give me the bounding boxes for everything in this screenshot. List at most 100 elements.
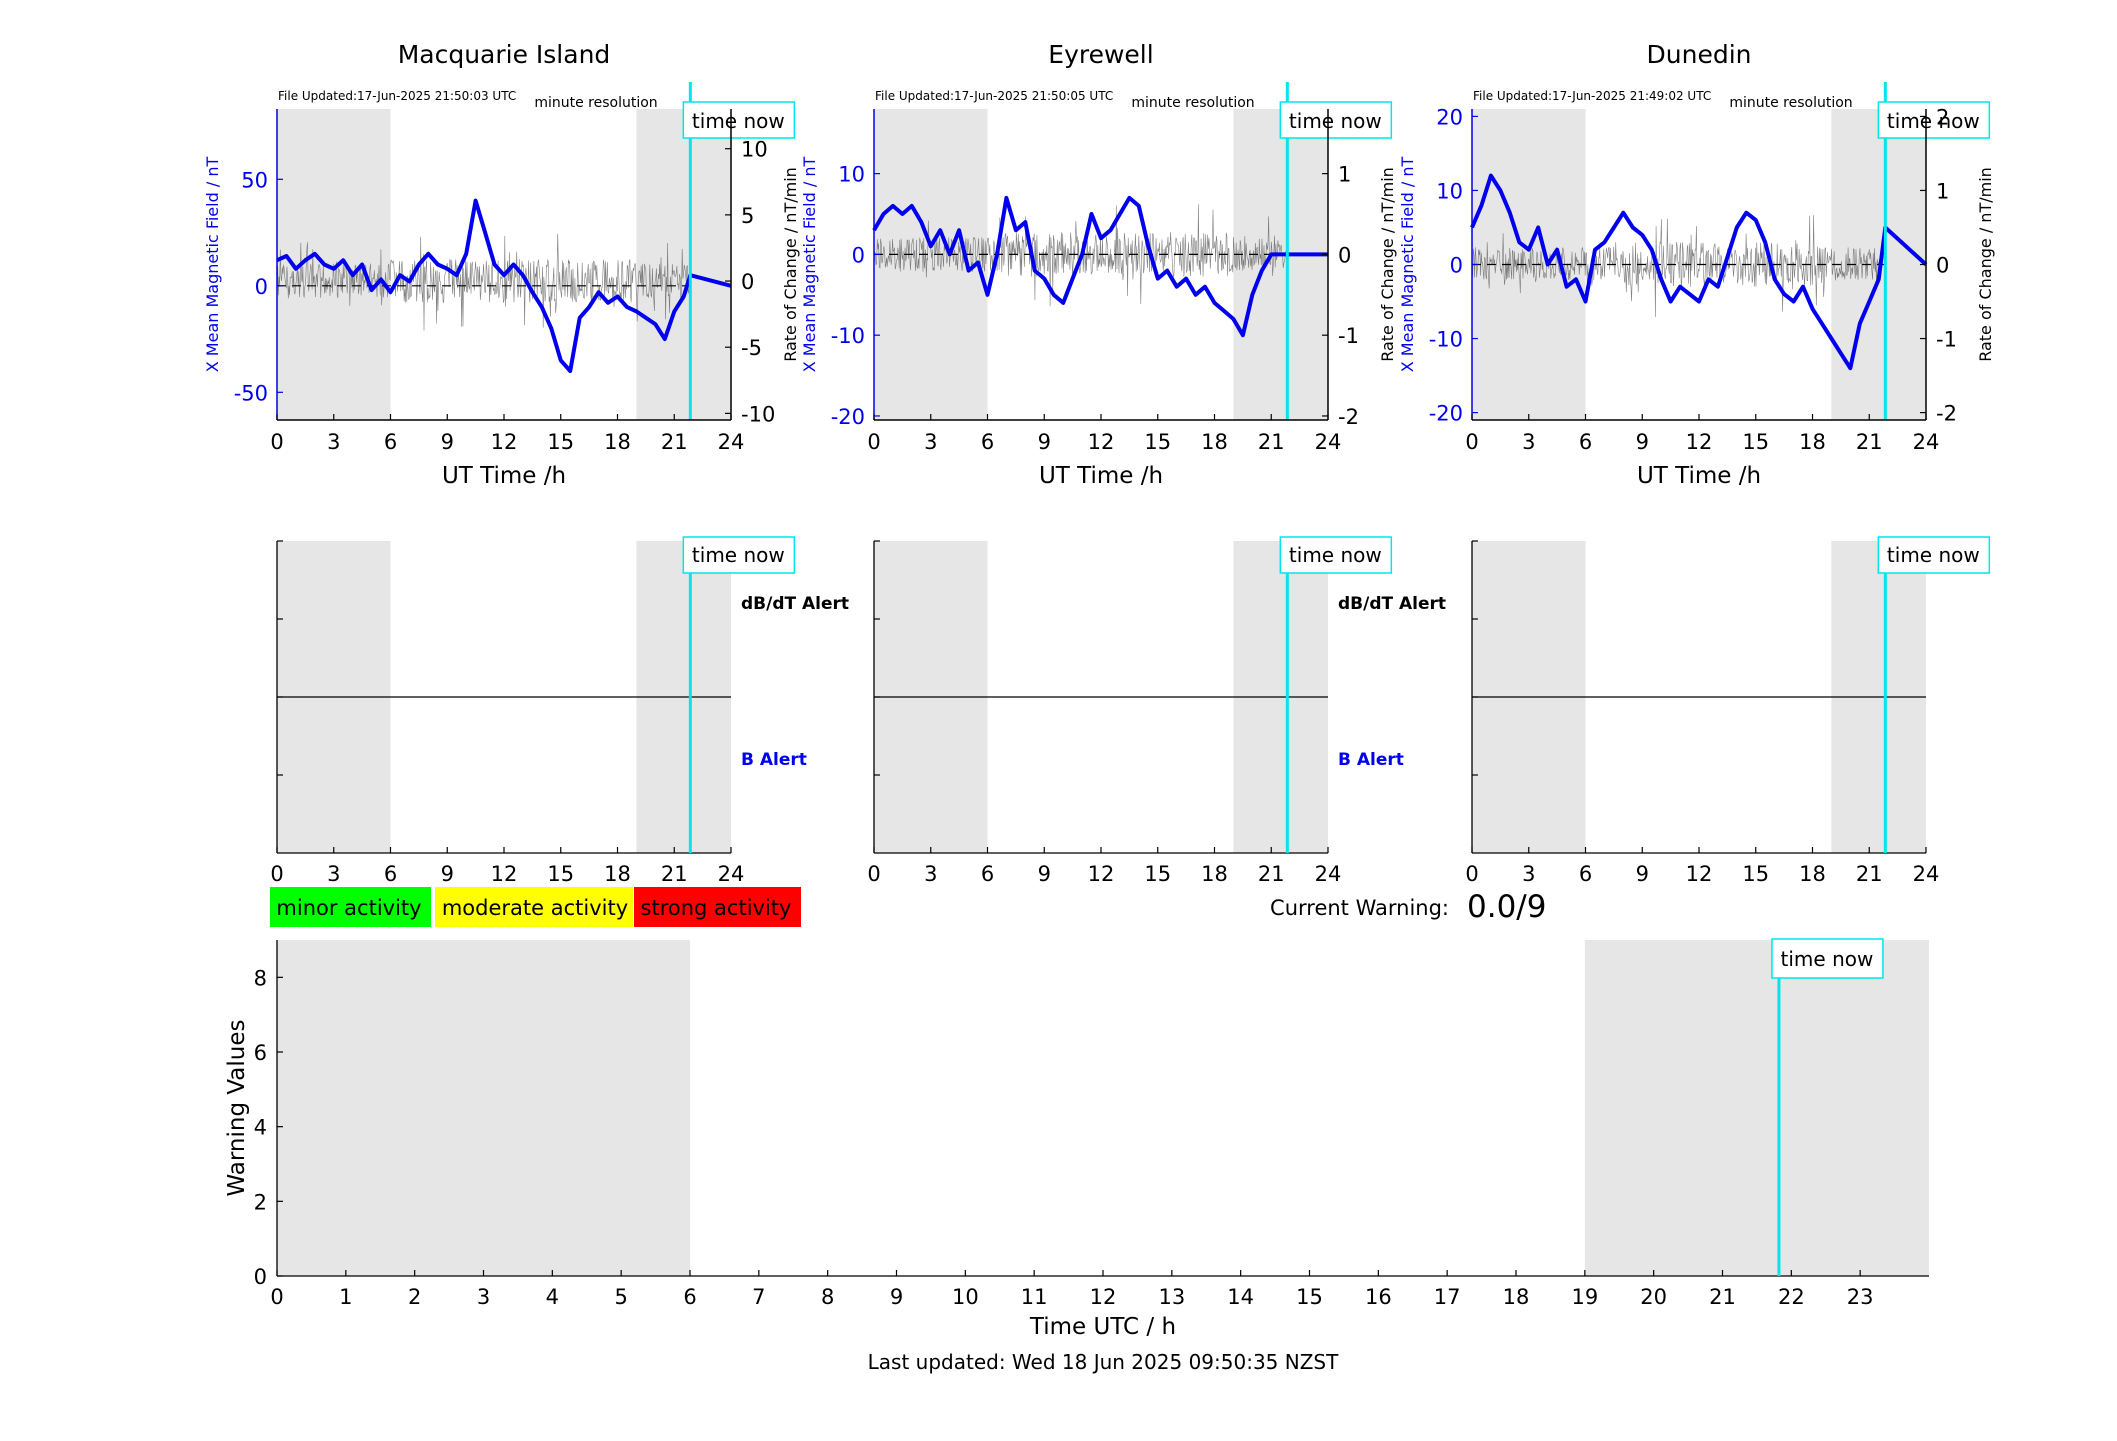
x-tick-label: 18 <box>1799 430 1826 454</box>
x-tick-label: 12 <box>1090 1285 1117 1309</box>
y-tick-label: 6 <box>254 1041 267 1065</box>
y2-tick-label: -1 <box>1936 328 1957 352</box>
night-shade-band <box>277 940 690 1276</box>
minor-activity-label: minor activity <box>276 896 421 920</box>
y-tick-label: 4 <box>254 1116 267 1140</box>
resolution-label: minute resolution <box>1131 95 1254 111</box>
x-tick-label: 5 <box>614 1285 627 1309</box>
minor-activity-swatch <box>270 887 431 927</box>
time-now-label: time now <box>692 109 785 133</box>
y-tick-label: 0 <box>1450 254 1463 278</box>
y-tick-label: -50 <box>234 381 268 405</box>
alert-panel-2: 0 3 6 9 12 15 18 21 24 time now <box>1465 536 1991 886</box>
file-updated-label: File Updated:17-Jun-2025 21:50:05 UTC <box>875 89 1113 103</box>
x-tick-label: 15 <box>1296 1285 1323 1309</box>
x-tick-label: 22 <box>1778 1285 1805 1309</box>
magnetic-field-line <box>276 198 732 373</box>
magnetic-field-line <box>1470 173 1928 371</box>
night-shade-band <box>1233 109 1328 420</box>
x-tick-label: 3 <box>477 1285 490 1309</box>
station-title: Dunedin <box>1647 40 1752 69</box>
file-updated-label: File Updated:17-Jun-2025 21:50:03 UTC <box>278 89 516 103</box>
file-updated-label: File Updated:17-Jun-2025 21:49:02 UTC <box>1473 89 1711 103</box>
y-tick-label: -20 <box>1429 402 1463 426</box>
x-tick-label: 11 <box>1021 1285 1048 1309</box>
time-now-box <box>682 536 796 574</box>
y-tick-label: -10 <box>1429 328 1463 352</box>
x-tick-label: 0 <box>1465 430 1478 454</box>
y2-tick-label: -5 <box>741 336 762 360</box>
x-tick-label: 19 <box>1571 1285 1598 1309</box>
x-tick-label: 21 <box>1258 862 1285 886</box>
x-tick-label: 14 <box>1227 1285 1254 1309</box>
x-tick-label: 21 <box>1856 862 1883 886</box>
x-tick-label: 21 <box>1856 430 1883 454</box>
x-tick-label: 9 <box>441 430 454 454</box>
dbdt-alert-label: dB/dT Alert <box>1338 594 1446 614</box>
x-tick-label: 20 <box>1640 1285 1667 1309</box>
x-tick-label: 21 <box>661 862 688 886</box>
x-tick-label: 21 <box>1709 1285 1736 1309</box>
y-tick-label: 50 <box>241 168 268 192</box>
y-tick-label: 0 <box>255 275 268 299</box>
y-tick-label: 0 <box>254 1265 267 1289</box>
activity-legend: minor activity moderate activity strong ac… <box>270 887 801 927</box>
x-tick-label: 0 <box>867 862 880 886</box>
y-axis-title: Warning Values <box>224 1019 250 1196</box>
station-panel-2: Dunedin File Updated:17-Jun-2025 21:49:02… <box>1398 40 1995 489</box>
y2-tick-label: 5 <box>741 204 754 228</box>
time-now-box <box>682 101 796 139</box>
time-now-label: time now <box>1887 543 1980 567</box>
y2-tick-label: 1 <box>1338 163 1351 187</box>
x-tick-label: 15 <box>1144 430 1171 454</box>
y2-tick-label: -2 <box>1936 402 1957 426</box>
x-tick-label: 0 <box>1465 862 1478 886</box>
right-axis-title: Rate of Change / nT/min <box>1378 167 1397 362</box>
x-tick-label: 24 <box>718 430 745 454</box>
x-tick-label: 6 <box>1579 862 1592 886</box>
x-tick-label: 12 <box>491 862 518 886</box>
x-tick-label: 12 <box>1088 430 1115 454</box>
x-tick-label: 15 <box>1742 862 1769 886</box>
x-tick-label: 24 <box>1315 862 1342 886</box>
last-updated-label: Last updated: Wed 18 Jun 2025 09:50:35 N… <box>868 1350 1339 1374</box>
x-tick-label: 9 <box>1636 430 1649 454</box>
resolution-label: minute resolution <box>1729 95 1852 111</box>
x-tick-label: 21 <box>1258 430 1285 454</box>
station-panel-0: Macquarie Island File Updated:17-Jun-2025… <box>203 40 800 489</box>
time-now-box <box>1877 536 1991 574</box>
strong-activity-swatch <box>634 887 801 927</box>
dbdt-alert-label: dB/dT Alert <box>741 594 849 614</box>
x-tick-label: 1 <box>339 1285 352 1309</box>
x-tick-label: 6 <box>981 862 994 886</box>
x-tick-label: 23 <box>1847 1285 1874 1309</box>
alert-panel-1: 0 3 6 9 12 15 18 21 24 time now dB/dT Alert B Alert <box>867 536 1446 886</box>
y2-tick-label: -10 <box>741 402 775 426</box>
x-tick-label: 18 <box>1201 862 1228 886</box>
y-tick-label: 10 <box>838 163 865 187</box>
y2-tick-label: -1 <box>1338 324 1359 348</box>
y2-tick-label: 2 <box>1936 105 1949 129</box>
y-tick-label: 0 <box>852 243 865 267</box>
station-title: Macquarie Island <box>398 40 611 69</box>
x-tick-label: 0 <box>270 430 283 454</box>
x-tick-label: 6 <box>384 862 397 886</box>
y2-tick-label: 1 <box>1936 179 1949 203</box>
left-axis-title: X Mean Magnetic Field / nT <box>800 157 819 373</box>
x-tick-label: 0 <box>867 430 880 454</box>
x-tick-label: 6 <box>1579 430 1592 454</box>
x-tick-label: 24 <box>718 862 745 886</box>
x-tick-label: 13 <box>1158 1285 1185 1309</box>
x-tick-label: 18 <box>1799 862 1826 886</box>
x-tick-label: 3 <box>924 430 937 454</box>
x-tick-label: 9 <box>441 862 454 886</box>
time-now-box <box>1877 101 1991 139</box>
current-warning-label: Current Warning: <box>1270 896 1449 920</box>
x-axis-title: UT Time /h <box>1637 463 1761 489</box>
rate-of-change-trace <box>873 204 1288 307</box>
y-tick-label: 10 <box>1436 179 1463 203</box>
x-tick-label: 7 <box>752 1285 765 1309</box>
x-tick-label: 15 <box>1144 862 1171 886</box>
x-tick-label: 12 <box>491 430 518 454</box>
